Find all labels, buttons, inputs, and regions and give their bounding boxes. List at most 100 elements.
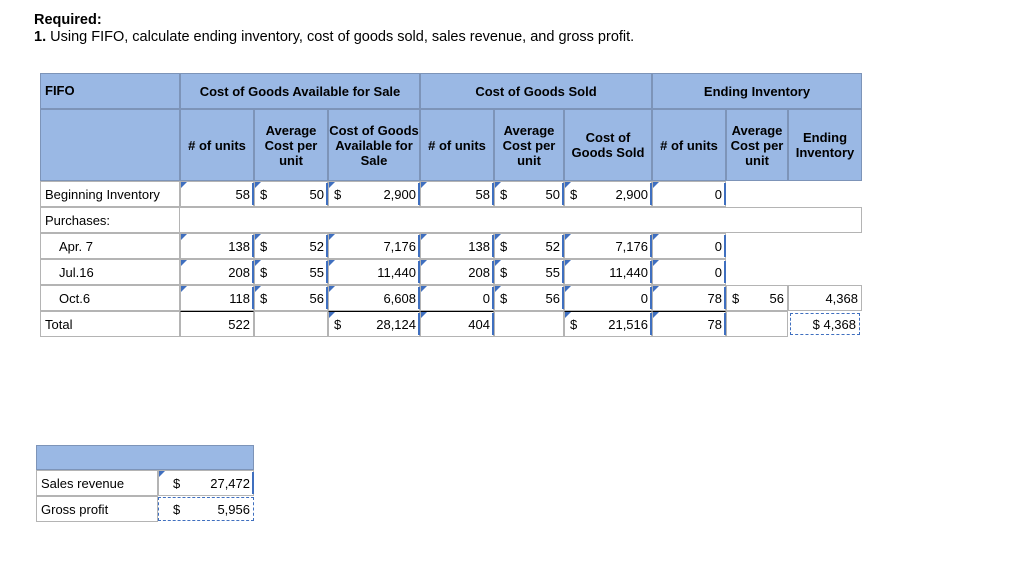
beginning-avail-total-input[interactable]: $2,900 [328, 181, 420, 207]
row-label-oct: Oct.6 [40, 285, 180, 311]
instructions: Required: 1. Using FIFO, calculate endin… [34, 12, 634, 46]
value: 55 [545, 264, 560, 280]
avail-avg-cost-header: Average Cost per unit [254, 109, 328, 181]
currency-sign: $ [173, 475, 181, 491]
purchases-blank-row [180, 207, 862, 233]
oct-avail-cost-input[interactable]: $56 [254, 285, 328, 311]
oct-sold-cost-input[interactable]: $56 [494, 285, 564, 311]
method-header: FIFO [40, 73, 180, 109]
value: 50 [309, 186, 324, 202]
currency-sign: $ [260, 186, 268, 202]
jul-avail-units-input[interactable]: 208 [180, 259, 254, 285]
row-label-jul: Jul.16 [40, 259, 180, 285]
total-end-cost-blank [726, 311, 788, 337]
row-label-beginning: Beginning Inventory [40, 181, 180, 207]
row-label-apr: Apr. 7 [40, 233, 180, 259]
gross-profit-input[interactable]: $5,956 [158, 497, 254, 521]
gross-profit-label: Gross profit [36, 496, 158, 522]
sold-group-header: Cost of Goods Sold [420, 73, 652, 109]
oct-end-units-input[interactable]: 78 [652, 285, 726, 311]
jul-sold-units-input[interactable]: 208 [420, 259, 494, 285]
beginning-sold-cost-input[interactable]: $50 [494, 181, 564, 207]
sales-revenue-input[interactable]: $27,472 [158, 470, 254, 496]
currency-sign: $ [260, 238, 268, 254]
row-label-total: Total [40, 311, 180, 337]
apr-avail-units-input[interactable]: 138 [180, 233, 254, 259]
value: 52 [545, 238, 560, 254]
currency-sign: $ [500, 186, 508, 202]
value: 50 [545, 186, 560, 202]
sold-units-header: # of units [420, 109, 494, 181]
jul-avail-total-input[interactable]: 11,440 [328, 259, 420, 285]
jul-sold-cost-input[interactable]: $55 [494, 259, 564, 285]
end-total-header: Ending Inventory [788, 109, 862, 181]
label-header-blank [40, 109, 180, 181]
question-text: 1. Using FIFO, calculate ending inventor… [34, 29, 634, 46]
currency-sign: $ [570, 316, 578, 332]
currency-sign: $ [500, 264, 508, 280]
oct-sold-total-input[interactable]: 0 [564, 285, 652, 311]
required-heading: Required: [34, 12, 102, 28]
total-sold-units-input[interactable]: 404 [420, 311, 494, 337]
currency-sign: $ [260, 290, 268, 306]
value: 28,124 [376, 316, 416, 332]
apr-sold-total-input[interactable]: 7,176 [564, 233, 652, 259]
beginning-sold-total-input[interactable]: $2,900 [564, 181, 652, 207]
value: 27,472 [210, 475, 250, 491]
question-number: 1. [34, 29, 47, 45]
available-group-header: Cost of Goods Available for Sale [180, 73, 420, 109]
apr-avail-cost-input[interactable]: $52 [254, 233, 328, 259]
value: 52 [309, 238, 324, 254]
row-label-purchases: Purchases: [40, 207, 180, 233]
end-units-header: # of units [652, 109, 726, 181]
beginning-avail-units-input[interactable]: 58 [180, 181, 254, 207]
fifo-table: FIFO Cost of Goods Available for Sale Co… [40, 73, 862, 338]
oct-avail-total-input[interactable]: 6,608 [328, 285, 420, 311]
total-end-units-input[interactable]: 78 [652, 311, 726, 337]
oct-sold-units-input[interactable]: 0 [420, 285, 494, 311]
beginning-end-units-input[interactable]: 0 [652, 181, 726, 207]
end-avg-cost-header: Average Cost per unit [726, 109, 788, 181]
oct-end-total-input[interactable]: 4,368 [788, 285, 862, 311]
apr-sold-cost-input[interactable]: $52 [494, 233, 564, 259]
sold-total-header: Cost of Goods Sold [564, 109, 652, 181]
total-avail-total-input[interactable]: $28,124 [328, 311, 420, 337]
apr-end-units-input[interactable]: 0 [652, 233, 726, 259]
question-body: Using FIFO, calculate ending inventory, … [50, 29, 635, 45]
beginning-sold-units-input[interactable]: 58 [420, 181, 494, 207]
value: 56 [769, 290, 784, 306]
total-sold-cost-blank [494, 311, 564, 337]
value: 21,516 [608, 316, 648, 332]
value: 56 [545, 290, 560, 306]
avail-units-header: # of units [180, 109, 254, 181]
summary-header-blank [36, 445, 254, 470]
apr-sold-units-input[interactable]: 138 [420, 233, 494, 259]
currency-sign: $ [260, 264, 268, 280]
value: 2,900 [383, 186, 416, 202]
currency-sign: $ [732, 290, 740, 306]
summary-table: Sales revenue $27,472 Gross profit $5,95… [36, 445, 254, 522]
currency-sign: $ [500, 238, 508, 254]
value: 5,956 [217, 501, 250, 517]
beginning-avail-cost-input[interactable]: $50 [254, 181, 328, 207]
avail-total-header: Cost of Goods Available for Sale [328, 109, 420, 181]
jul-end-units-input[interactable]: 0 [652, 259, 726, 285]
total-sold-total-input[interactable]: $21,516 [564, 311, 652, 337]
total-end-total-input[interactable]: $ 4,368 [790, 313, 860, 335]
sales-revenue-label: Sales revenue [36, 470, 158, 496]
oct-end-cost-input[interactable]: $56 [726, 285, 788, 311]
currency-sign: $ [334, 316, 342, 332]
jul-avail-cost-input[interactable]: $55 [254, 259, 328, 285]
apr-avail-total-input[interactable]: 7,176 [328, 233, 420, 259]
currency-sign: $ [173, 501, 181, 517]
value: 55 [309, 264, 324, 280]
ending-group-header: Ending Inventory [652, 73, 862, 109]
total-avail-units-input[interactable]: 522 [180, 311, 254, 337]
value: 56 [309, 290, 324, 306]
total-avail-cost-blank [254, 311, 328, 337]
currency-sign: $ [500, 290, 508, 306]
oct-avail-units-input[interactable]: 118 [180, 285, 254, 311]
value: 2,900 [615, 186, 648, 202]
sold-avg-cost-header: Average Cost per unit [494, 109, 564, 181]
jul-sold-total-input[interactable]: 11,440 [564, 259, 652, 285]
